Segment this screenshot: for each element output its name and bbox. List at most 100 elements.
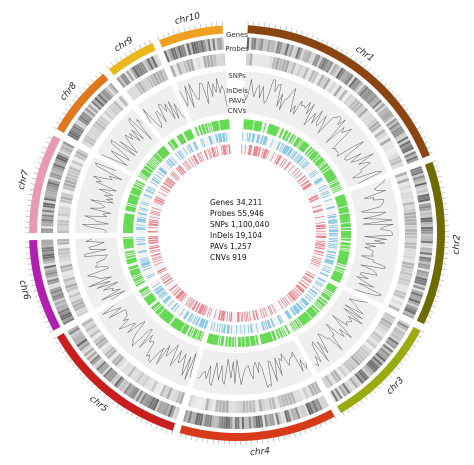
ruler-tick (376, 75, 380, 79)
indel-bin (334, 268, 345, 273)
gene-density-bin (282, 42, 288, 56)
pav-bin (302, 297, 310, 305)
indel-bin (250, 119, 253, 130)
probe-density-bin (325, 79, 334, 92)
probe-density-bin (101, 112, 112, 123)
indel-bin (327, 176, 337, 182)
ruler-tick (99, 71, 103, 75)
indel-bin (259, 334, 263, 345)
gene-density-bin (331, 64, 340, 77)
indel-bin (153, 303, 162, 312)
cnv-bin (151, 255, 162, 260)
pav-bin (217, 133, 220, 143)
gene-density-bin (394, 132, 407, 140)
pav-bin (276, 315, 282, 325)
gene-density-bin (230, 416, 233, 429)
pav-bin (264, 136, 268, 146)
indel-bin (123, 242, 134, 244)
indel-bin (144, 165, 154, 172)
gene-density-bin (405, 155, 418, 162)
gene-density-bin (255, 415, 259, 429)
probe-density-bin (393, 292, 406, 300)
indel-bin (268, 124, 273, 135)
cnv-bin (148, 236, 159, 237)
gene-density-bin (194, 412, 200, 425)
probe-density-bin (176, 62, 183, 75)
pav-bin (256, 134, 259, 144)
indel-bin (337, 203, 348, 207)
stat-probes: Probes 55,946 (210, 209, 264, 218)
cnv-bin (244, 144, 246, 155)
cnv-bin (314, 247, 325, 250)
cnv-bin (310, 262, 320, 267)
cnv-bin (287, 293, 295, 301)
indel-bin (156, 306, 165, 315)
ruler-tick (129, 50, 132, 54)
gene-density-bin (45, 190, 58, 196)
gene-density-bin (406, 157, 419, 165)
gene-density-bin (197, 40, 203, 53)
gene-density-bin (339, 70, 348, 82)
gene-density-bin (182, 409, 189, 422)
ruler-tick (395, 95, 399, 99)
gene-density-bin (420, 247, 433, 251)
indel-bin (157, 150, 166, 159)
indel-bin (262, 333, 266, 344)
cnv-bin (149, 244, 159, 247)
gene-density-bin (96, 361, 107, 371)
cnv-bin (296, 284, 305, 292)
indel-bin (177, 321, 184, 331)
ruler-tick (47, 325, 51, 328)
gene-density-bin (396, 323, 408, 331)
gene-density-bin (366, 362, 377, 373)
gene-density-bin (41, 240, 54, 243)
pav-bin (156, 288, 165, 295)
pav-bin (290, 307, 297, 316)
indel-bin (142, 168, 152, 175)
cnv-bin (160, 272, 169, 279)
pav-bin (321, 191, 330, 197)
indel-bin (326, 175, 336, 181)
chromosome-band-chr5 (56, 333, 176, 431)
cnv-bin (286, 294, 294, 303)
gene-density-bin (67, 133, 79, 141)
gene-density-bin (84, 107, 96, 117)
gene-density-bin (44, 192, 57, 198)
indel-bin (175, 320, 182, 330)
pav-bin (139, 257, 149, 260)
indel-bin (197, 330, 202, 341)
gene-density-bin (41, 223, 54, 227)
indel-bin (325, 286, 335, 293)
ruler-tick (383, 82, 388, 87)
gene-density-bin (165, 404, 172, 417)
probe-density-bin (370, 123, 382, 133)
probe-density-bin (249, 53, 253, 66)
indel-bin (253, 120, 256, 131)
cnv-bin (296, 284, 305, 292)
gene-density-bin (141, 393, 150, 406)
indel-bin (180, 133, 186, 143)
probe-density-bin (194, 396, 201, 409)
gene-density-bin (337, 68, 346, 80)
probe-density-bin (258, 399, 263, 412)
indel-bin (300, 314, 308, 324)
cnv-bin (171, 172, 180, 180)
gene-density-bin (405, 304, 418, 311)
ruler-tick (119, 56, 123, 60)
gene-density-bin (104, 87, 115, 98)
ruler-tick (429, 151, 433, 154)
ruler-tick (342, 412, 345, 416)
gene-density-bin (79, 342, 91, 351)
probe-density-bin (403, 211, 417, 216)
cnv-bin (148, 227, 159, 229)
ruler-tick (434, 165, 439, 168)
probe-density-bin (271, 56, 277, 70)
pav-bin (296, 156, 304, 164)
ruler-tick (26, 205, 31, 207)
pav-bin (328, 222, 338, 224)
pav-bin (200, 318, 205, 328)
indel-bin (323, 170, 333, 177)
pav-bin (327, 213, 337, 216)
cnv-bin (315, 240, 326, 242)
cnv-bin (297, 175, 305, 183)
